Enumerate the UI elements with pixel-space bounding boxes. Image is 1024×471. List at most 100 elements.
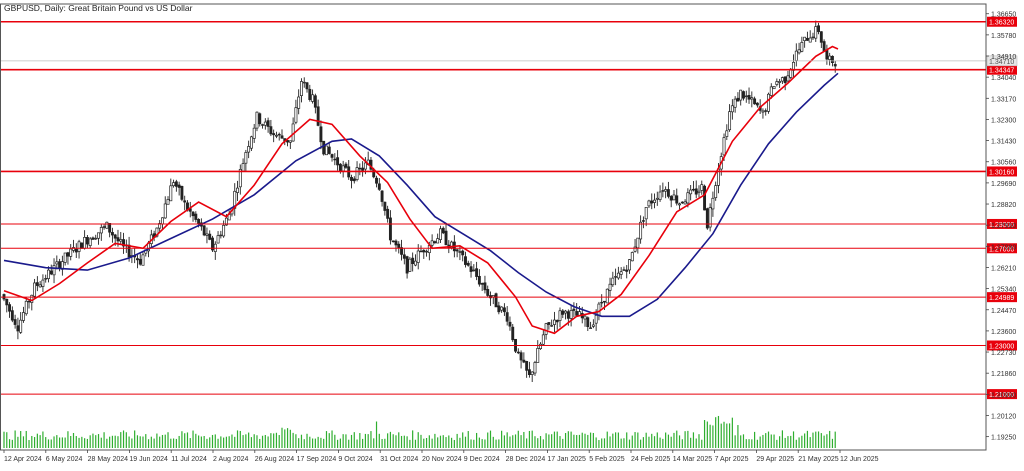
volume-bar [798, 437, 800, 448]
volume-bar [284, 429, 286, 448]
volume-bar [648, 436, 650, 448]
y-tick: 1.26210 [986, 265, 1016, 272]
volume-bar [189, 438, 191, 448]
volume-bar [331, 430, 333, 448]
candle [202, 225, 206, 237]
x-tick: 5 Feb 2025 [588, 450, 625, 463]
volume-bar [248, 432, 250, 448]
y-tick: 1.19250 [986, 435, 1016, 442]
volume-bar [823, 435, 825, 448]
x-tick: 17 Sep 2024 [296, 450, 336, 463]
volume-bar [501, 430, 503, 448]
candle [625, 265, 629, 279]
candle [819, 31, 823, 48]
volume-bar [387, 433, 389, 448]
volume-bar [103, 432, 105, 448]
volume-bar [606, 431, 608, 448]
volume-bar [481, 439, 483, 448]
candle [375, 175, 378, 188]
candle [803, 36, 807, 48]
candle [19, 312, 23, 334]
candle [16, 317, 20, 340]
candle [633, 239, 637, 253]
x-tick: 24 Feb 2025 [630, 450, 670, 463]
volume-bar [364, 433, 366, 448]
volume-bar [834, 431, 836, 448]
volume-bar [192, 430, 194, 448]
volume-bar [373, 438, 375, 448]
candle [361, 161, 365, 177]
volume-bar [642, 437, 644, 448]
candle [755, 102, 759, 108]
volume-bar [412, 430, 414, 448]
candle [322, 140, 326, 156]
volume-bar [420, 434, 422, 448]
candle [330, 153, 334, 162]
candle [661, 182, 665, 198]
volume-bar [100, 437, 102, 448]
candle [811, 32, 815, 41]
plot-frame [0, 3, 987, 451]
y-tick: 1.29690 [986, 181, 1016, 188]
candle [536, 340, 540, 363]
volume-bar [234, 436, 236, 448]
candle [480, 282, 484, 291]
volume-bar [20, 431, 22, 448]
volume-bar [117, 436, 119, 448]
volume-bar [437, 437, 439, 448]
volume-bar [626, 432, 628, 448]
volume-bar [612, 433, 614, 448]
volume-bar [309, 436, 311, 448]
candle [703, 184, 707, 211]
x-tick-label: 28 Dec 2024 [506, 456, 546, 463]
candle [27, 299, 31, 309]
volume-bar [236, 430, 239, 448]
volume-bar [684, 431, 686, 448]
x-tick: 19 Jun 2024 [128, 450, 168, 463]
candle [644, 207, 648, 227]
candle [336, 150, 340, 171]
volume-bar [551, 434, 553, 448]
volume-bar [323, 438, 325, 448]
volume-bar [831, 438, 834, 448]
volume-bar [275, 432, 278, 448]
candle [119, 231, 123, 245]
x-tick-label: 17 Jan 2025 [547, 456, 586, 463]
volume-bar [170, 438, 172, 448]
candle [697, 185, 701, 198]
volume-bar [792, 431, 795, 448]
candle [558, 307, 562, 328]
candle [430, 234, 434, 249]
volume-bar [409, 439, 411, 448]
candle [433, 240, 437, 245]
candle [650, 193, 654, 210]
candle [475, 261, 479, 281]
volume-bar [259, 438, 261, 448]
volume-bar [378, 433, 380, 448]
volume-bar [97, 434, 100, 448]
candle [219, 230, 223, 239]
volume-bar [28, 440, 30, 448]
volume-bar [703, 420, 706, 448]
candle [669, 194, 673, 208]
volume-bar [89, 435, 91, 448]
volume-bar [434, 433, 436, 448]
candle [508, 316, 512, 331]
candle [619, 267, 623, 280]
volume-bar [676, 430, 678, 448]
y-tick-label: 1.30560 [991, 160, 1016, 167]
volume-bar [142, 436, 144, 448]
volume-bar [239, 430, 241, 448]
candle [319, 120, 323, 150]
candle [194, 211, 198, 223]
y-tick-label: 1.36650 [991, 12, 1016, 19]
volume-bar [564, 432, 567, 448]
candle [297, 89, 301, 115]
volume-bar [620, 438, 622, 448]
volume-bar [829, 430, 831, 448]
candle [422, 249, 426, 259]
y-tick: 1.34040 [986, 75, 1016, 82]
candle [313, 93, 317, 114]
x-tick: 21 May 2025 [797, 450, 839, 463]
